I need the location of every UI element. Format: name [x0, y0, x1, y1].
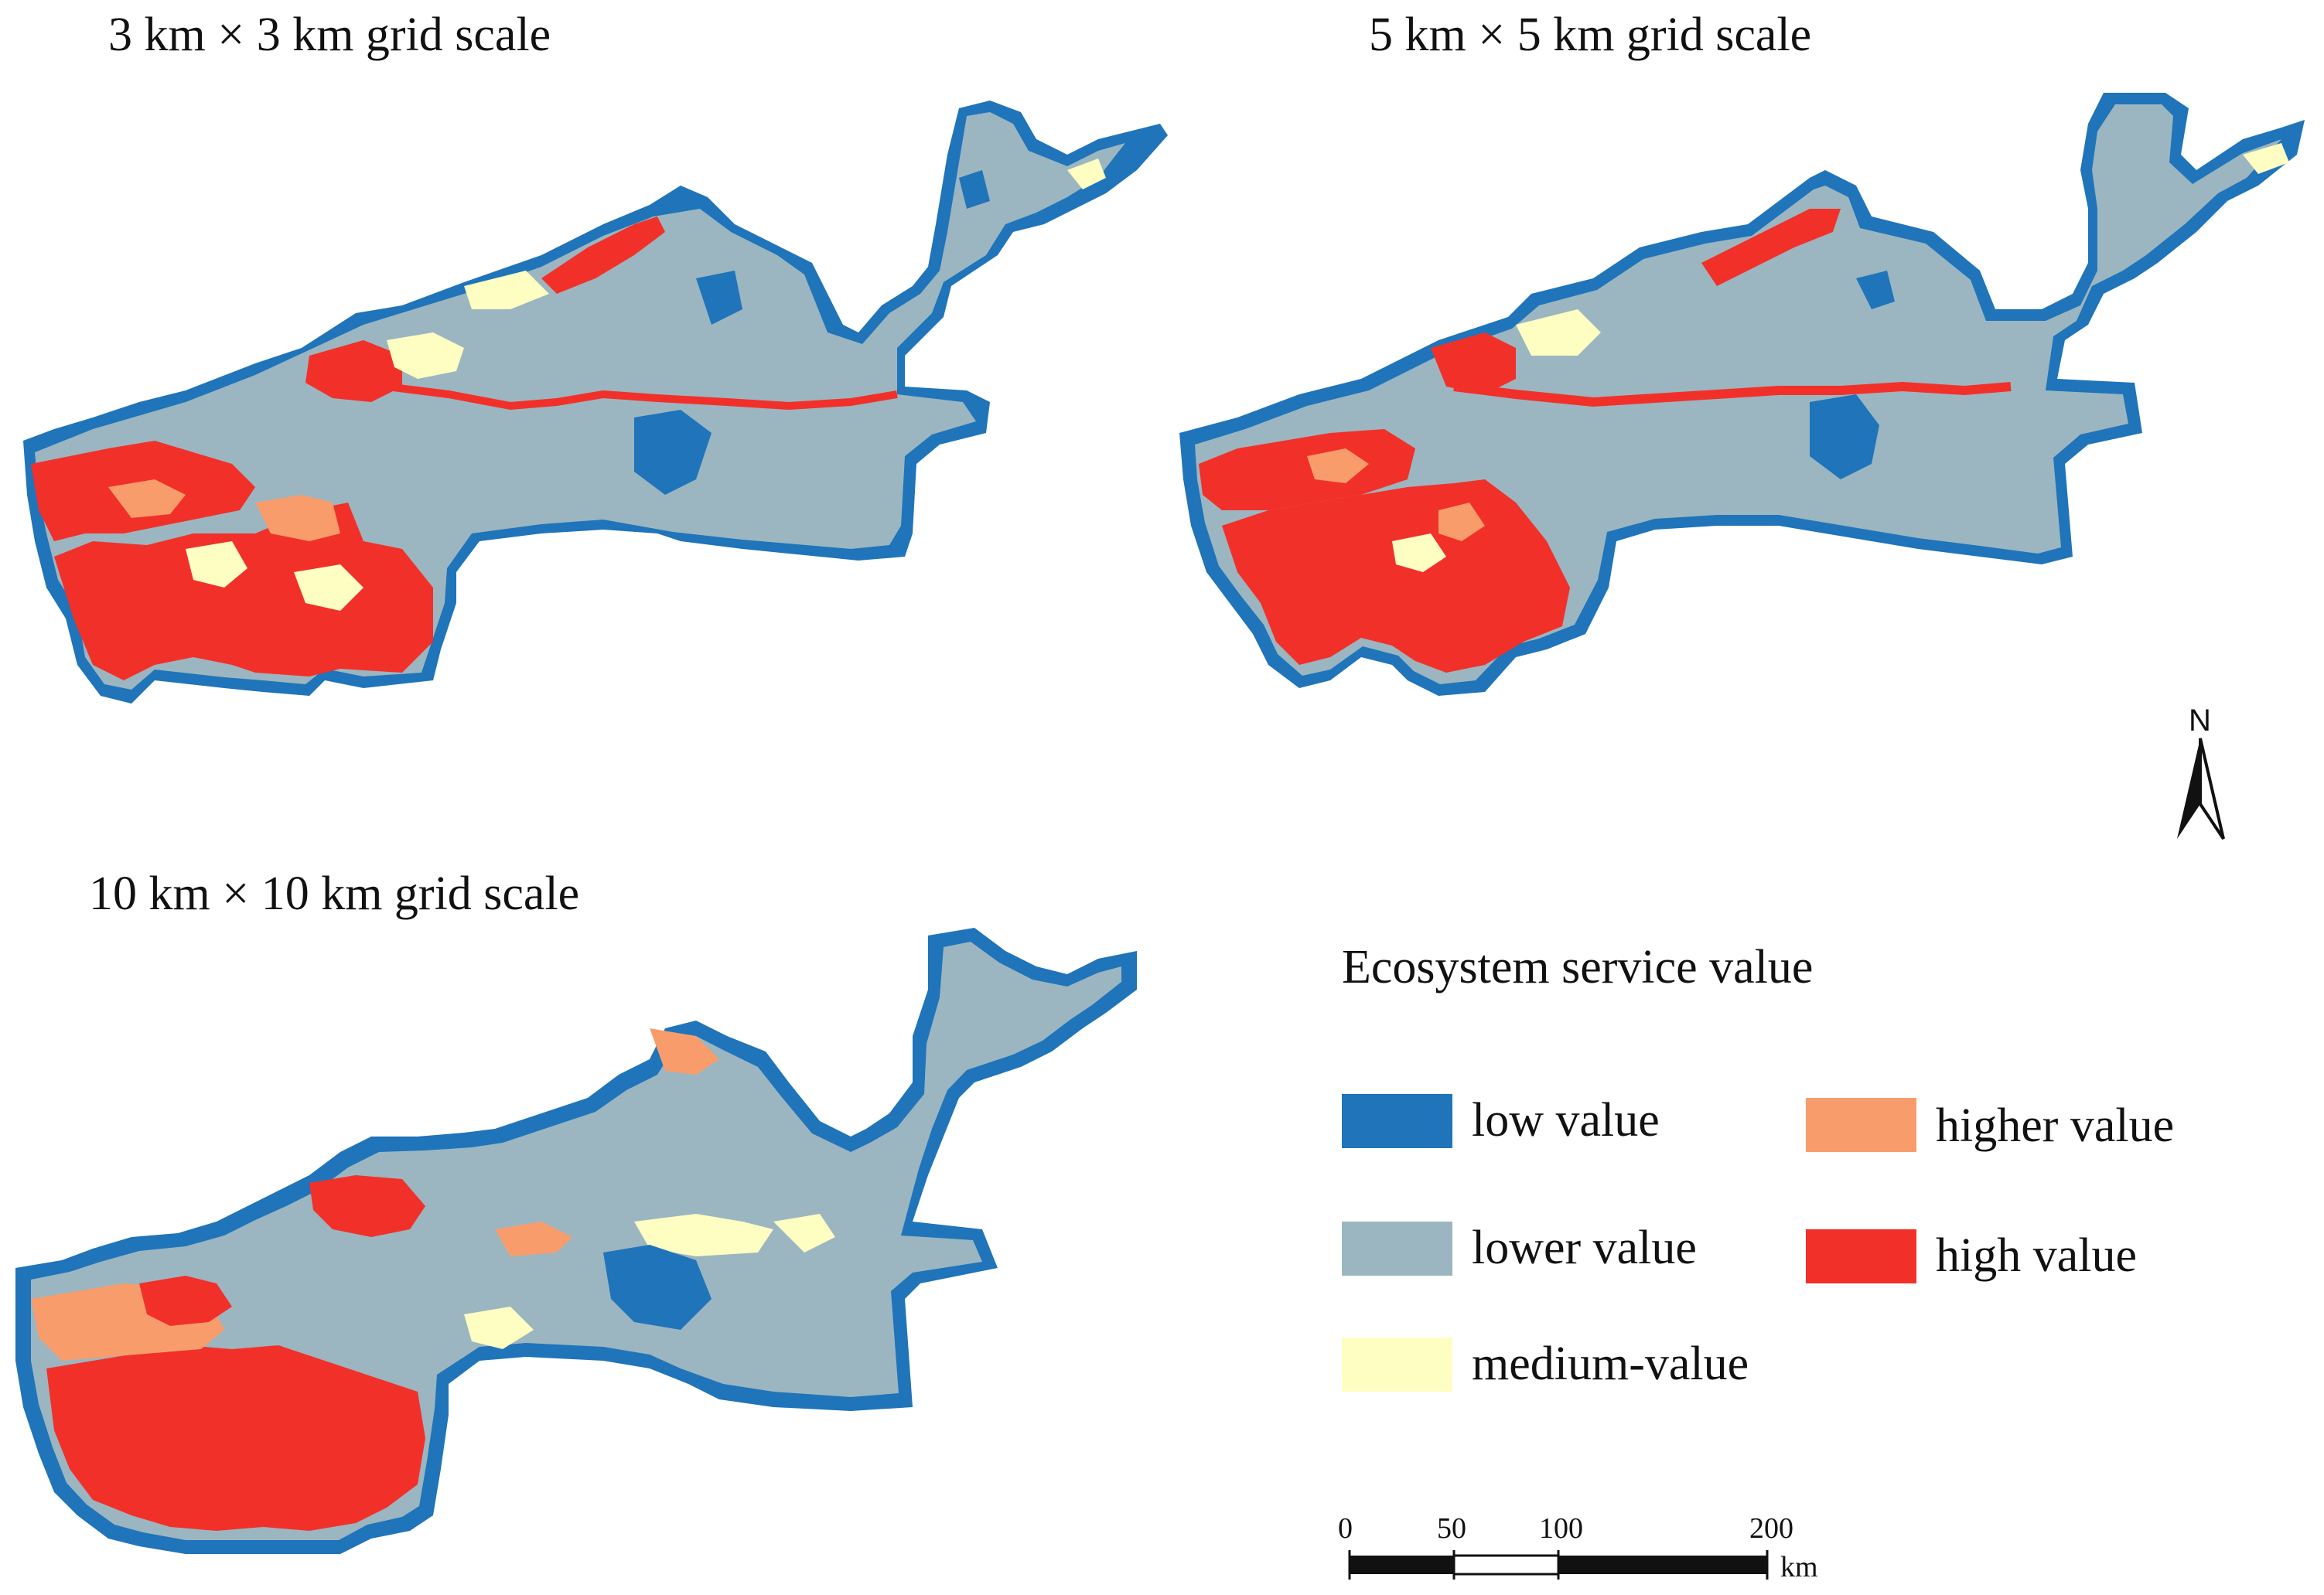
scale-tick-50: 50 — [1437, 1512, 1466, 1545]
map-3km — [23, 101, 1168, 704]
map-3km-medium-east — [1067, 158, 1106, 189]
scale-tick-0: 0 — [1338, 1512, 1353, 1545]
legend-swatch-lower — [1342, 1222, 1452, 1276]
map-10km-high-south — [46, 1345, 425, 1531]
map-5km-high-mid — [1431, 332, 1516, 394]
map-5km-low-1 — [1810, 394, 1879, 479]
map-10km-medium-south — [464, 1307, 534, 1349]
map-3km-high-north — [541, 216, 665, 294]
legend-swatch-higher — [1806, 1098, 1916, 1152]
map-10km-higher-north — [650, 1028, 719, 1075]
map-5km-medium-mid — [1516, 309, 1601, 356]
legend-swatch-high — [1806, 1229, 1916, 1283]
map-3km-higher-2 — [255, 495, 340, 541]
legend-label-higher: higher value — [1936, 1099, 2175, 1152]
legend-title: Ecosystem service value — [1342, 941, 1814, 993]
legend-label-medium: medium-value — [1472, 1338, 1749, 1390]
map-3km-river — [323, 367, 898, 411]
map-3km-medium-north — [464, 271, 549, 309]
map-5km-high-west — [1199, 429, 1415, 510]
map-5km-medium-east — [2243, 143, 2289, 174]
map-10km-higher-mid — [495, 1222, 572, 1256]
map-5km-high-south — [1222, 479, 1570, 673]
legend-label-high: high value — [1936, 1229, 2137, 1282]
scale-tick-200: 200 — [1749, 1512, 1793, 1545]
map-10km-low-1 — [603, 1245, 712, 1330]
scale-unit: km — [1780, 1551, 1818, 1583]
legend-label-low: low value — [1472, 1094, 1660, 1147]
scale-bar — [1348, 1550, 1769, 1580]
map-3km-medium-mid — [387, 332, 464, 379]
panel-title-10km: 10 km × 10 km grid scale — [89, 867, 580, 920]
map-3km-low-1 — [634, 410, 712, 495]
map-10km-high-west — [139, 1276, 232, 1326]
panel-title-5km: 5 km × 5 km grid scale — [1369, 9, 1812, 61]
map-3km-high-south — [54, 503, 433, 680]
map-10km-medium-mid — [634, 1214, 773, 1256]
north-arrow-icon — [2177, 738, 2225, 840]
map-3km-medium-2 — [294, 564, 363, 611]
map-5km-medium-1 — [1392, 533, 1446, 572]
map-5km — [1179, 93, 2305, 696]
map-10km-high-north — [309, 1175, 425, 1237]
map-3km-medium-1 — [186, 541, 247, 588]
map-10km — [15, 928, 1137, 1554]
map-5km-river — [1453, 381, 2012, 407]
panel-title-3km: 3 km × 3 km grid scale — [108, 9, 551, 61]
map-5km-low-2 — [1856, 271, 1895, 309]
scale-tick-100: 100 — [1539, 1512, 1583, 1545]
map-5km-higher-2 — [1438, 503, 1485, 541]
map-5km-high-north — [1701, 209, 1841, 286]
map-5km-higher-1 — [1307, 448, 1369, 483]
map-10km-medium-east — [773, 1214, 835, 1252]
north-label: N — [2189, 704, 2211, 738]
legend-swatch-medium — [1342, 1338, 1452, 1392]
map-3km-low-2 — [696, 271, 742, 325]
legend-swatch-low — [1342, 1094, 1452, 1148]
map-3km-low-3 — [959, 170, 990, 209]
map-3km-higher-1 — [108, 479, 186, 518]
legend-label-lower: lower value — [1472, 1222, 1697, 1274]
